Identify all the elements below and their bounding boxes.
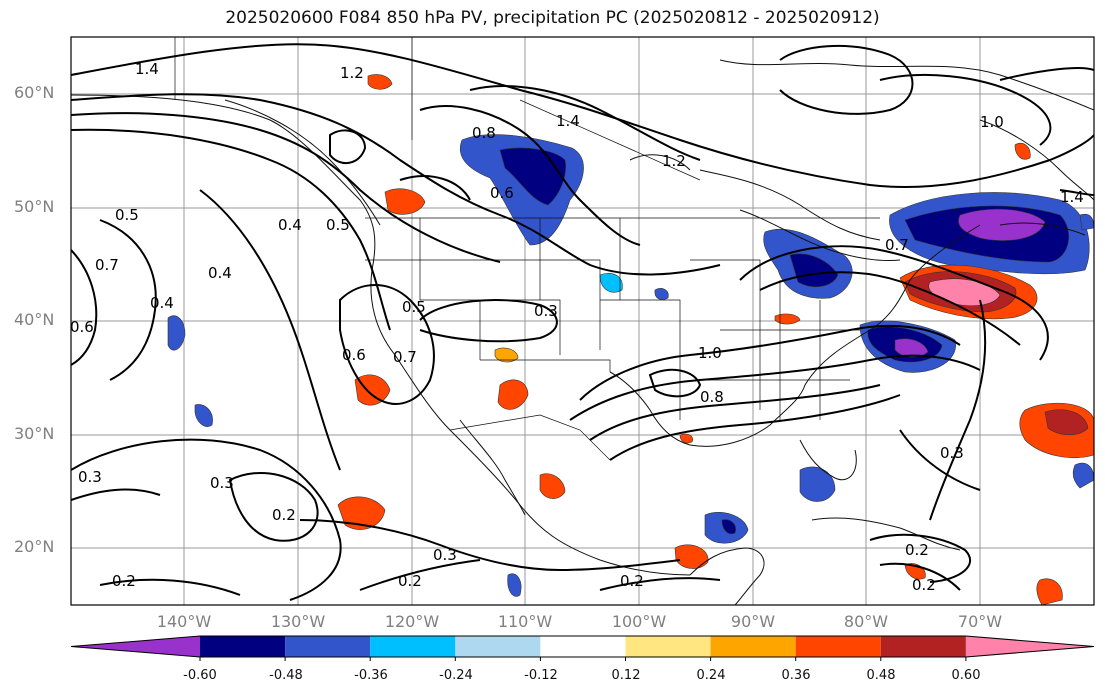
political-borders	[174, 37, 880, 461]
contour-label: 0.2	[620, 572, 644, 590]
contour-labels: 1.4 1.2 0.8 0.6 1.4 1.2 1.0 1.4 0.5 0.4 …	[70, 60, 1084, 594]
colorbar-label: 0.12	[611, 668, 641, 683]
contour-label: 0.2	[905, 541, 929, 559]
colorbar-label: 0.36	[781, 668, 811, 683]
lat-label-60n: 60°N	[14, 83, 55, 102]
contour-label: 0.8	[700, 388, 724, 406]
colorbar-label: 0.24	[696, 668, 726, 683]
lat-label-30n: 30°N	[14, 424, 55, 443]
contour-label: 0.3	[78, 468, 102, 486]
contour-label: 1.4	[1060, 188, 1084, 206]
contour-label: 0.6	[342, 346, 366, 364]
contour-label: 0.2	[912, 576, 936, 594]
contour-label: 0.4	[278, 216, 302, 234]
contour-label: 0.2	[272, 506, 296, 524]
colorbar-label: -0.36	[354, 668, 388, 683]
lat-label-50n: 50°N	[14, 197, 55, 216]
contour-label: 1.4	[135, 60, 159, 78]
lon-label-100w: 100°W	[611, 612, 667, 631]
colorbar-label: -0.12	[524, 668, 558, 683]
lon-label-90w: 90°W	[730, 612, 776, 631]
contour-label: 0.4	[208, 264, 232, 282]
contour-label: 0.2	[112, 572, 136, 590]
contour-label: 0.4	[150, 294, 174, 312]
lon-label-130w: 130°W	[270, 612, 326, 631]
contour-label: 0.5	[402, 298, 426, 316]
lat-label-40n: 40°N	[14, 310, 55, 329]
contour-label: 0.7	[393, 348, 417, 366]
figure-title: 2025020600 F084 850 hPa PV, precipitatio…	[225, 8, 880, 28]
contour-label: 0.6	[490, 184, 514, 202]
contour-label: 1.0	[698, 344, 722, 362]
contour-label: 1.2	[662, 152, 686, 170]
lon-label-110w: 110°W	[497, 612, 553, 631]
pv-contours	[71, 43, 1094, 601]
colorbar-label: -0.60	[183, 668, 217, 683]
contour-label: 0.5	[326, 216, 350, 234]
contour-label: 0.5	[115, 206, 139, 224]
contour-label: 0.6	[70, 318, 94, 336]
lon-label-70w: 70°W	[957, 612, 1003, 631]
coastlines	[71, 59, 1094, 605]
colorbar-label: -0.48	[269, 668, 303, 683]
contour-label: 0.3	[534, 302, 558, 320]
contour-label: 0.3	[940, 444, 964, 462]
colorbar-label: 0.48	[866, 668, 896, 683]
lat-label-20n: 20°N	[14, 537, 55, 556]
map-plot: 1.4 1.2 0.8 0.6 1.4 1.2 1.0 1.4 0.5 0.4 …	[70, 36, 1095, 606]
lon-label-140w: 140°W	[156, 612, 212, 631]
contour-label: 0.8	[472, 124, 496, 142]
lon-label-80w: 80°W	[843, 612, 889, 631]
colorbar-label: 0.60	[951, 668, 981, 683]
contour-label: 1.2	[340, 64, 364, 82]
contour-label: 0.7	[885, 236, 909, 254]
lon-label-120w: 120°W	[384, 612, 440, 631]
contour-label: 0.2	[398, 572, 422, 590]
contour-label: 1.4	[556, 112, 580, 130]
precip-shading	[167, 74, 1094, 605]
contour-label: 0.3	[210, 474, 234, 492]
contour-label: 0.3	[433, 546, 457, 564]
colorbar-label: -0.24	[439, 668, 473, 683]
contour-label: 1.0	[980, 113, 1004, 131]
contour-label: 0.7	[95, 256, 119, 274]
